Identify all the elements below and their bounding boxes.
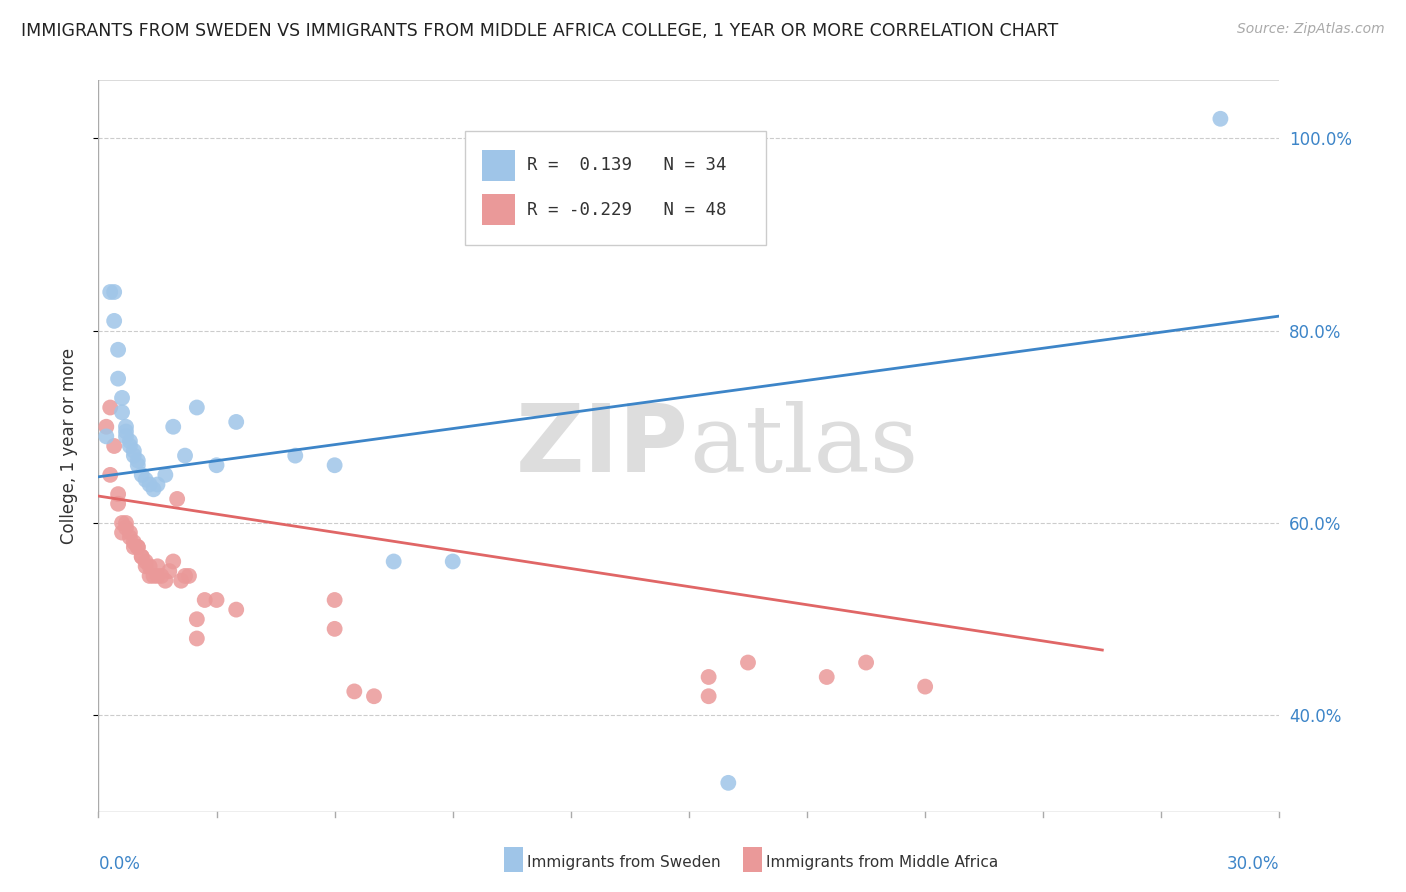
Point <box>323 593 346 607</box>
Point <box>225 602 247 616</box>
Point <box>127 540 149 554</box>
Point <box>155 574 177 588</box>
Point <box>115 521 138 535</box>
Text: Immigrants from Sweden: Immigrants from Sweden <box>527 855 721 870</box>
Text: 0.0%: 0.0% <box>98 855 141 873</box>
Point <box>194 593 217 607</box>
Point <box>186 632 208 646</box>
Text: 30.0%: 30.0% <box>1227 855 1279 873</box>
Text: Source: ZipAtlas.com: Source: ZipAtlas.com <box>1237 22 1385 37</box>
Point <box>363 690 385 704</box>
Point <box>162 554 184 568</box>
Point <box>115 516 138 530</box>
Point <box>1209 112 1232 126</box>
Point <box>150 569 173 583</box>
Point <box>115 425 138 439</box>
Point <box>157 564 180 578</box>
Text: R =  0.139   N = 34: R = 0.139 N = 34 <box>527 156 727 174</box>
Point <box>697 670 720 684</box>
Point <box>146 569 169 583</box>
Point <box>107 371 129 385</box>
Point <box>737 656 759 670</box>
Y-axis label: College, 1 year or more: College, 1 year or more <box>59 348 77 544</box>
Point <box>441 554 464 568</box>
Point <box>98 467 121 482</box>
Point <box>284 449 307 463</box>
Point <box>122 443 145 458</box>
Point <box>174 449 197 463</box>
Point <box>127 458 149 473</box>
Point <box>111 516 134 530</box>
Point <box>135 473 157 487</box>
Point <box>138 477 160 491</box>
Point <box>142 483 165 497</box>
Point <box>115 429 138 443</box>
Point <box>142 569 165 583</box>
Point <box>103 285 125 299</box>
Point <box>205 458 228 473</box>
Point <box>107 497 129 511</box>
Point <box>186 612 208 626</box>
Point <box>135 559 157 574</box>
Point <box>170 574 193 588</box>
Point <box>135 554 157 568</box>
Point <box>118 439 141 453</box>
Point <box>111 405 134 419</box>
Point <box>146 477 169 491</box>
Bar <box>482 151 516 181</box>
Point <box>103 314 125 328</box>
Point <box>343 684 366 698</box>
Point <box>96 429 118 443</box>
Point <box>138 559 160 574</box>
Point <box>111 525 134 540</box>
Point <box>118 525 141 540</box>
Point <box>131 549 153 564</box>
Point <box>155 467 177 482</box>
Point <box>205 593 228 607</box>
Point <box>186 401 208 415</box>
Point <box>382 554 405 568</box>
Point <box>107 343 129 357</box>
Point <box>127 453 149 467</box>
Point <box>96 419 118 434</box>
Point <box>122 535 145 549</box>
Point <box>174 569 197 583</box>
Point <box>122 540 145 554</box>
Point <box>103 439 125 453</box>
Point <box>166 491 188 506</box>
Point <box>162 419 184 434</box>
Point <box>107 487 129 501</box>
Point <box>98 285 121 299</box>
Point <box>146 559 169 574</box>
Point <box>697 690 720 704</box>
Point <box>815 670 838 684</box>
Point <box>914 680 936 694</box>
Point <box>127 540 149 554</box>
Point <box>225 415 247 429</box>
Point <box>118 434 141 449</box>
FancyBboxPatch shape <box>464 131 766 244</box>
Point <box>717 776 740 790</box>
Text: atlas: atlas <box>689 401 918 491</box>
Point <box>855 656 877 670</box>
Bar <box>482 194 516 225</box>
Point <box>131 549 153 564</box>
Point <box>115 419 138 434</box>
Point <box>118 530 141 544</box>
Text: Immigrants from Middle Africa: Immigrants from Middle Africa <box>766 855 998 870</box>
Point <box>138 569 160 583</box>
Text: IMMIGRANTS FROM SWEDEN VS IMMIGRANTS FROM MIDDLE AFRICA COLLEGE, 1 YEAR OR MORE : IMMIGRANTS FROM SWEDEN VS IMMIGRANTS FRO… <box>21 22 1059 40</box>
Point <box>323 622 346 636</box>
Point <box>122 449 145 463</box>
Text: R = -0.229   N = 48: R = -0.229 N = 48 <box>527 201 727 219</box>
Point <box>131 467 153 482</box>
Point <box>98 401 121 415</box>
Point <box>111 391 134 405</box>
Text: ZIP: ZIP <box>516 400 689 492</box>
Point <box>323 458 346 473</box>
Point <box>177 569 200 583</box>
